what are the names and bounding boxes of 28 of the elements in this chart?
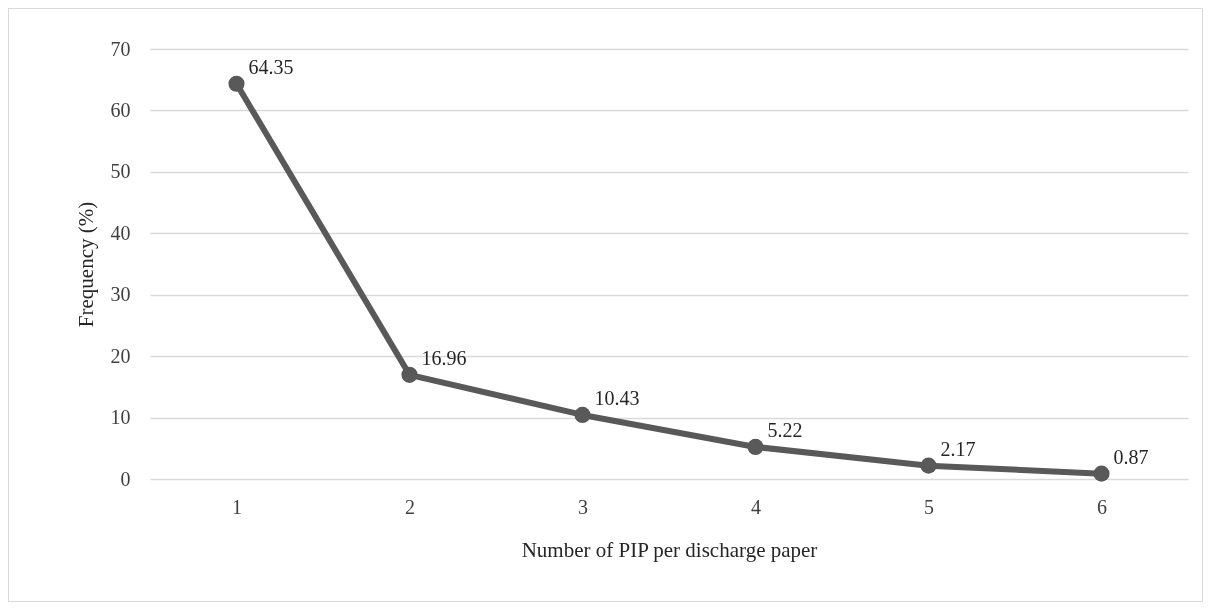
y-tick-label: 30 bbox=[110, 283, 131, 306]
x-tick-label: 3 bbox=[578, 495, 588, 518]
x-tick-label: 4 bbox=[751, 495, 761, 518]
y-tick-label: 20 bbox=[110, 344, 131, 367]
y-tick-label: 40 bbox=[110, 221, 131, 244]
data-label: 0.87 bbox=[1113, 445, 1149, 468]
point bbox=[228, 75, 245, 92]
x-tick-label: 1 bbox=[232, 495, 242, 518]
data-label: 2.17 bbox=[940, 437, 976, 460]
data-label: 64.35 bbox=[248, 55, 294, 78]
data-label: 5.22 bbox=[767, 418, 803, 441]
x-axis-title: Number of PIP per discharge paper bbox=[521, 537, 818, 562]
point bbox=[574, 406, 591, 423]
point bbox=[401, 366, 418, 383]
point bbox=[747, 438, 764, 455]
y-tick-label: 0 bbox=[120, 467, 131, 490]
y-tick-label: 70 bbox=[110, 37, 131, 60]
point bbox=[920, 457, 937, 474]
x-tick-label: 6 bbox=[1097, 495, 1107, 518]
point bbox=[1093, 465, 1110, 482]
x-tick-label: 2 bbox=[405, 495, 415, 518]
y-tick-label: 60 bbox=[110, 98, 131, 121]
data-label: 10.43 bbox=[594, 386, 640, 409]
data-label: 16.96 bbox=[421, 346, 467, 369]
y-tick-label: 50 bbox=[110, 160, 131, 183]
y-tick-label: 10 bbox=[110, 406, 131, 429]
y-axis-title: Frequency (%) bbox=[73, 201, 98, 328]
x-tick-label: 5 bbox=[924, 495, 934, 518]
